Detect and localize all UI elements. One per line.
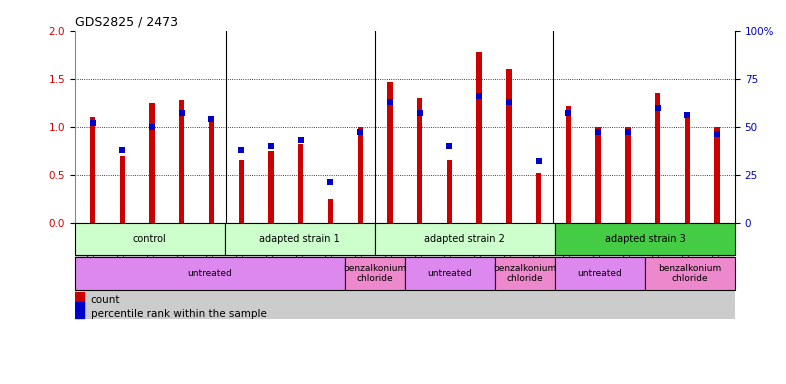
Bar xyxy=(75,257,345,290)
Bar xyxy=(179,100,185,223)
Point xyxy=(652,104,664,111)
Text: untreated: untreated xyxy=(578,269,623,278)
Point xyxy=(443,143,456,149)
Bar xyxy=(238,161,244,223)
Bar xyxy=(149,103,155,223)
Bar xyxy=(268,151,274,223)
Bar xyxy=(225,223,375,255)
Text: untreated: untreated xyxy=(187,269,232,278)
Bar xyxy=(596,127,601,223)
Point xyxy=(295,137,307,143)
Bar xyxy=(446,161,452,223)
Text: benzalkonium
chloride: benzalkonium chloride xyxy=(658,264,722,283)
Point xyxy=(324,179,336,185)
Point xyxy=(711,131,723,137)
Bar xyxy=(209,117,214,223)
Bar xyxy=(655,93,660,223)
Point xyxy=(473,93,486,99)
Bar xyxy=(685,114,690,223)
Point xyxy=(502,99,515,105)
Bar xyxy=(298,144,303,223)
Bar xyxy=(555,223,735,255)
Point xyxy=(235,147,248,153)
Bar xyxy=(405,257,495,290)
Point xyxy=(175,110,188,116)
Point xyxy=(354,129,366,136)
Text: control: control xyxy=(133,234,167,244)
Bar xyxy=(75,223,225,255)
Bar xyxy=(358,127,363,223)
Point xyxy=(592,129,604,136)
Text: adapted strain 2: adapted strain 2 xyxy=(424,234,505,244)
Text: adapted strain 1: adapted strain 1 xyxy=(259,234,340,244)
Point xyxy=(562,110,575,116)
Point xyxy=(145,124,158,130)
Point xyxy=(86,120,99,126)
Text: benzalkonium
chloride: benzalkonium chloride xyxy=(343,264,406,283)
Bar xyxy=(625,127,630,223)
Point xyxy=(384,99,396,105)
Bar xyxy=(506,69,512,223)
Bar xyxy=(566,106,571,223)
Text: untreated: untreated xyxy=(428,269,472,278)
Bar xyxy=(375,223,555,255)
Bar xyxy=(536,173,542,223)
Bar xyxy=(90,117,95,223)
Bar xyxy=(75,287,83,303)
Bar xyxy=(714,127,720,223)
Point xyxy=(413,110,426,116)
Point xyxy=(116,147,129,153)
Bar xyxy=(645,257,735,290)
Point xyxy=(681,112,693,118)
Bar xyxy=(328,199,333,223)
Point xyxy=(532,158,545,164)
Bar xyxy=(119,156,125,223)
Bar xyxy=(555,257,645,290)
Bar xyxy=(345,257,405,290)
Point xyxy=(622,129,634,136)
Bar xyxy=(495,257,555,290)
Text: benzalkonium
chloride: benzalkonium chloride xyxy=(493,264,556,283)
Text: adapted strain 3: adapted strain 3 xyxy=(604,234,685,244)
Bar xyxy=(387,81,392,223)
Bar xyxy=(476,52,482,223)
Bar xyxy=(75,223,735,319)
Bar xyxy=(417,98,422,223)
Text: percentile rank within the sample: percentile rank within the sample xyxy=(90,309,266,319)
Text: GDS2825 / 2473: GDS2825 / 2473 xyxy=(75,15,178,28)
Point xyxy=(205,116,218,122)
Text: count: count xyxy=(90,295,120,305)
Bar xyxy=(75,302,83,318)
Point xyxy=(265,143,277,149)
